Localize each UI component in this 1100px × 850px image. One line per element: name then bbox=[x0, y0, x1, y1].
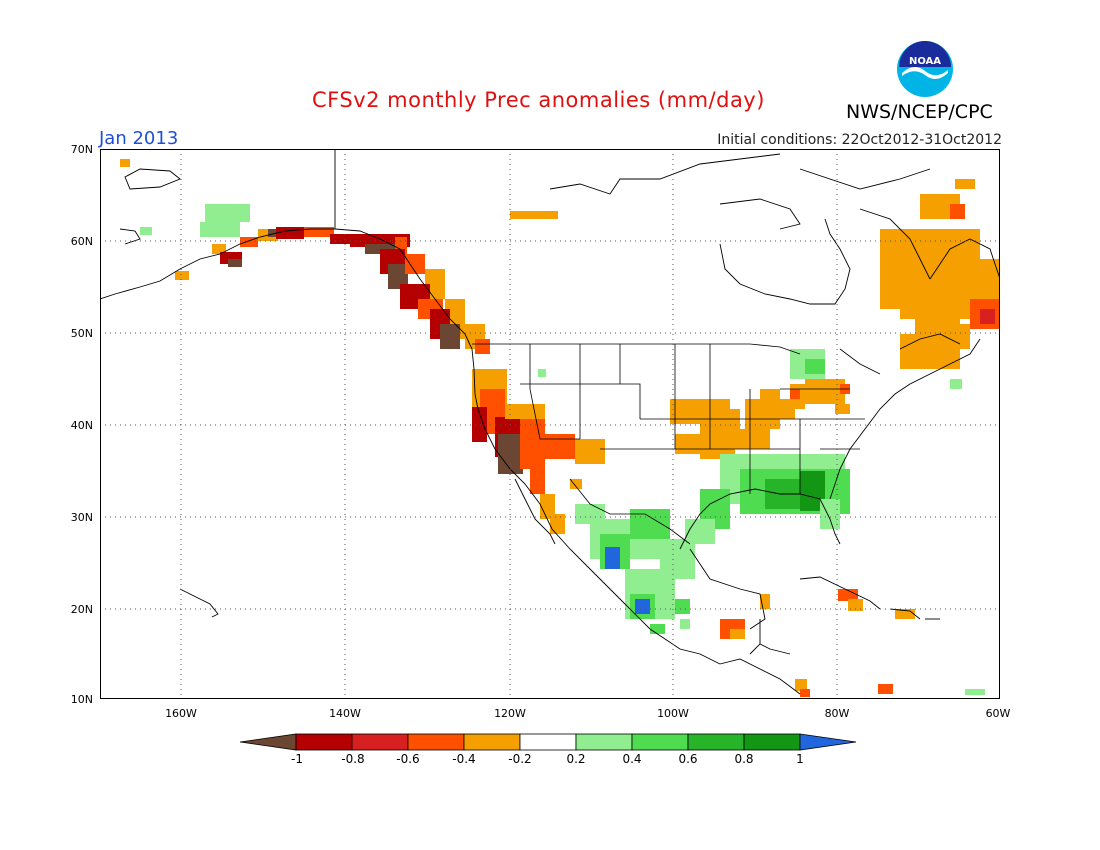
colorbar-swatch bbox=[295, 733, 353, 751]
political-borders bbox=[472, 343, 881, 655]
colorbar-label: 0.8 bbox=[734, 752, 754, 766]
colorbar-label: 0.2 bbox=[566, 752, 586, 766]
noaa-logo-icon: NOAA bbox=[897, 41, 953, 97]
colorbar-label: 1 bbox=[796, 752, 804, 766]
forecast-month: Jan 2013 bbox=[99, 128, 179, 149]
initial-conditions: Initial conditions: 22Oct2012-31Oct2012 bbox=[717, 132, 1002, 148]
anomaly-shading bbox=[120, 159, 1000, 697]
colorbar-label: 0.6 bbox=[678, 752, 698, 766]
colorbar-swatch bbox=[631, 733, 689, 751]
precip-anomaly-map bbox=[100, 149, 1000, 699]
lon-label: 120W bbox=[494, 707, 526, 720]
colorbar-swatch bbox=[240, 733, 297, 751]
colorbar-label: -0.2 bbox=[508, 752, 532, 766]
colorbar-swatch bbox=[351, 733, 409, 751]
lat-label: 10N bbox=[70, 693, 93, 706]
lon-label: 160W bbox=[165, 707, 197, 720]
colorbar-swatch bbox=[799, 733, 857, 751]
colorbar-label: -1 bbox=[291, 752, 303, 766]
colorbar-swatch bbox=[743, 733, 801, 751]
colorbar bbox=[240, 733, 857, 751]
colorbar-swatch bbox=[687, 733, 745, 751]
colorbar-label: -0.4 bbox=[452, 752, 476, 766]
lon-label: 140W bbox=[329, 707, 361, 720]
coastlines bbox=[100, 149, 1000, 695]
colorbar-label: -0.8 bbox=[341, 752, 365, 766]
lat-label: 40N bbox=[70, 419, 93, 432]
colorbar-label: -0.6 bbox=[396, 752, 420, 766]
lon-label: 80W bbox=[824, 707, 850, 720]
colorbar-swatches bbox=[240, 733, 857, 751]
svg-text:NOAA: NOAA bbox=[909, 56, 941, 67]
lat-label: 30N bbox=[70, 511, 93, 524]
colorbar-swatch bbox=[407, 733, 465, 751]
lat-label: 60N bbox=[70, 235, 93, 248]
colorbar-swatch bbox=[519, 733, 577, 751]
colorbar-swatch bbox=[575, 733, 633, 751]
lat-label: 70N bbox=[70, 143, 93, 156]
lat-label: 50N bbox=[70, 327, 93, 340]
chart-title: CFSv2 monthly Prec anomalies (mm/day) bbox=[312, 88, 765, 112]
lon-label: 100W bbox=[657, 707, 689, 720]
agency-label: NWS/NCEP/CPC bbox=[846, 101, 993, 123]
lon-label: 60W bbox=[985, 707, 1011, 720]
gridlines bbox=[100, 149, 1000, 699]
colorbar-label: 0.4 bbox=[622, 752, 642, 766]
colorbar-swatch bbox=[463, 733, 521, 751]
lat-label: 20N bbox=[70, 603, 93, 616]
